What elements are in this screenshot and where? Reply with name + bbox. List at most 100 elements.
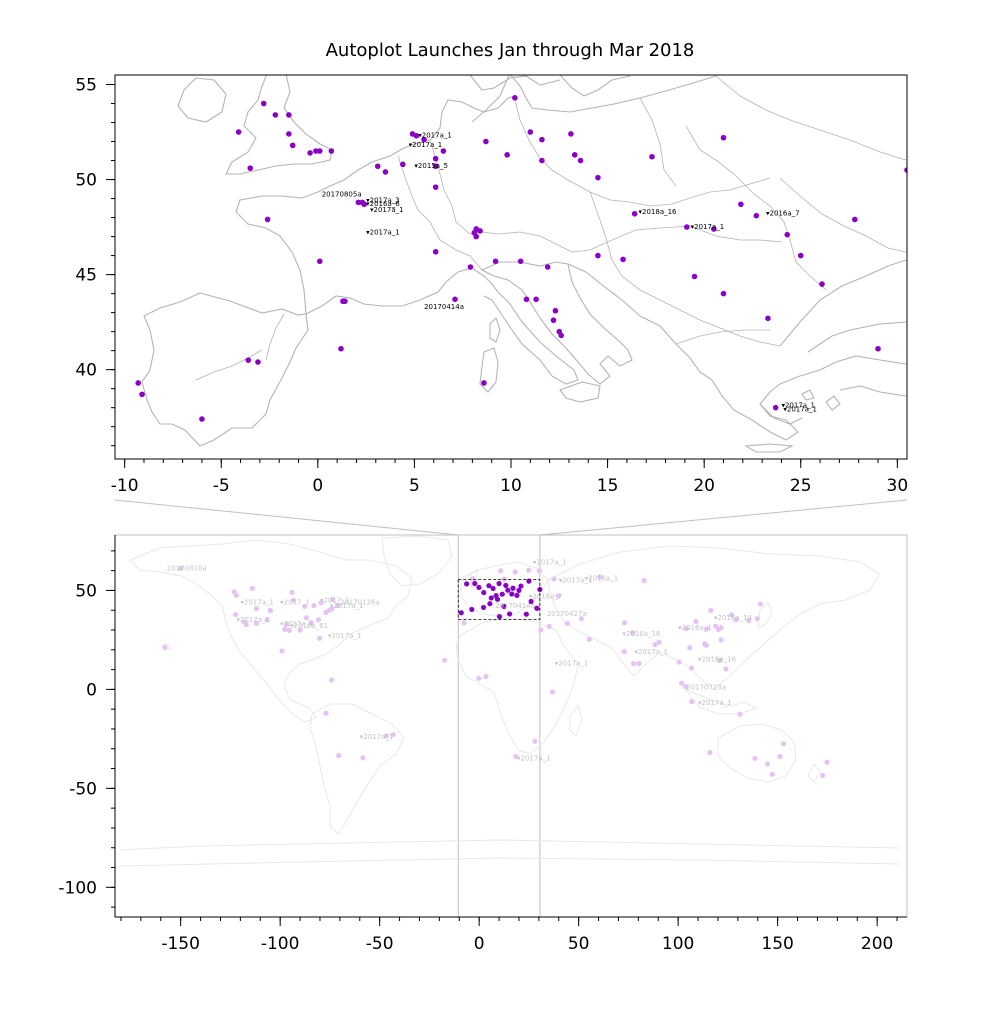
- data-point: [527, 129, 534, 135]
- data-point: [476, 675, 482, 681]
- data-point: [247, 165, 254, 171]
- data-point: [757, 601, 763, 607]
- data-point: [718, 637, 724, 643]
- point-label: ▾2016a_16: [698, 656, 737, 664]
- data-point: [470, 576, 476, 582]
- data-point: [501, 603, 507, 610]
- data-point: [707, 749, 713, 756]
- data-point: [504, 152, 510, 158]
- x-tick-label: 5: [409, 476, 420, 496]
- data-point: [316, 258, 323, 265]
- data-point: [496, 580, 502, 587]
- top-x-axis: -10 -5 0 5 10 15 20 25 30: [111, 458, 908, 496]
- data-point: [509, 591, 515, 597]
- data-point: [413, 133, 420, 139]
- data-point: [746, 618, 752, 624]
- world-map-panel: 20170810a▾2017a_1 ▾2017_1 ▾2017_120170126a…: [58, 534, 908, 954]
- data-point: [496, 613, 503, 620]
- point-label: ▾2016a_7: [766, 210, 800, 218]
- y-tick-label: -100: [58, 878, 97, 898]
- data-point: [338, 345, 344, 352]
- data-point: [702, 641, 708, 647]
- point-label: ▾2017a_1: [328, 632, 362, 640]
- data-point: [199, 416, 205, 422]
- data-point: [360, 755, 366, 761]
- bottom-y-axis: -100 -50 0 50: [58, 535, 116, 917]
- point-label: ▾2017a_1: [691, 223, 725, 231]
- data-point: [523, 296, 530, 303]
- data-point: [487, 601, 493, 607]
- x-tick: 150: [761, 917, 794, 954]
- point-label: ▾2017a_1: [559, 577, 593, 585]
- data-point: [235, 129, 242, 135]
- x-tick: -150: [161, 917, 200, 954]
- data-point: [481, 380, 487, 386]
- point-label: 20170427a: [547, 610, 587, 618]
- data-point: [552, 307, 559, 314]
- data-point: [568, 131, 574, 137]
- x-tick-label: -150: [161, 934, 200, 954]
- point-label: ▾2017a_1: [370, 206, 404, 214]
- data-point: [492, 258, 499, 265]
- data-point: [289, 142, 296, 149]
- data-point: [630, 630, 636, 636]
- point-label: ▾2017a_1: [330, 602, 364, 610]
- data-point: [687, 645, 693, 651]
- zoom-box: [457, 579, 541, 620]
- data-point: [691, 273, 698, 280]
- europe-coastline: [141, 75, 907, 453]
- data-point: [819, 281, 825, 287]
- data-point: [514, 592, 520, 598]
- data-point: [458, 610, 464, 616]
- data-point: [649, 153, 655, 160]
- data-point: [621, 648, 627, 655]
- data-point: [534, 605, 540, 611]
- point-label: ▾2017a_1: [360, 733, 394, 741]
- point-label: ▾2016a_61: [290, 622, 328, 630]
- data-point: [486, 583, 492, 589]
- data-point: [555, 593, 561, 599]
- data-point: [361, 201, 367, 208]
- data-point: [621, 620, 628, 626]
- world-coastline: [119, 535, 901, 867]
- point-label: 20170414a: [424, 303, 464, 311]
- bottom-x-axis: -150 -100 -50 0 50 100 150 200: [115, 916, 907, 954]
- x-tick: 10: [500, 459, 522, 496]
- data-point: [558, 332, 565, 339]
- y-tick: 50: [75, 171, 115, 191]
- data-point: [303, 615, 310, 621]
- data-point: [472, 580, 478, 587]
- data-point: [488, 595, 494, 601]
- data-point: [777, 753, 783, 760]
- data-point: [342, 298, 348, 305]
- chart-title: Autoplot Launches Jan through Mar 2018: [325, 40, 695, 61]
- data-point: [551, 576, 557, 582]
- y-tick-label: -50: [69, 779, 97, 799]
- point-label: ▾2017a_1: [698, 699, 732, 707]
- data-point: [260, 100, 267, 107]
- data-point: [539, 136, 545, 143]
- data-point: [307, 150, 313, 156]
- data-point: [313, 148, 319, 154]
- y-tick: -100: [58, 878, 115, 898]
- data-point: [255, 359, 261, 365]
- point-label: ▾2016a_1: [678, 624, 712, 632]
- x-tick-label: 200: [861, 934, 893, 954]
- data-point: [245, 357, 252, 363]
- x-tick-label: 0: [474, 934, 485, 954]
- data-point: [656, 639, 662, 645]
- data-point: [549, 689, 555, 695]
- data-point: [290, 597, 297, 603]
- data-point: [578, 616, 585, 622]
- data-point: [282, 626, 288, 633]
- data-point: [264, 216, 271, 223]
- data-point: [652, 642, 658, 648]
- data-point: [464, 581, 470, 587]
- data-point: [720, 290, 727, 297]
- data-point: [753, 212, 760, 219]
- data-point: [390, 732, 396, 738]
- point-label: ▾2017a_1: [240, 598, 274, 606]
- data-point: [737, 711, 743, 717]
- data-point: [875, 345, 881, 352]
- data-point: [641, 577, 647, 584]
